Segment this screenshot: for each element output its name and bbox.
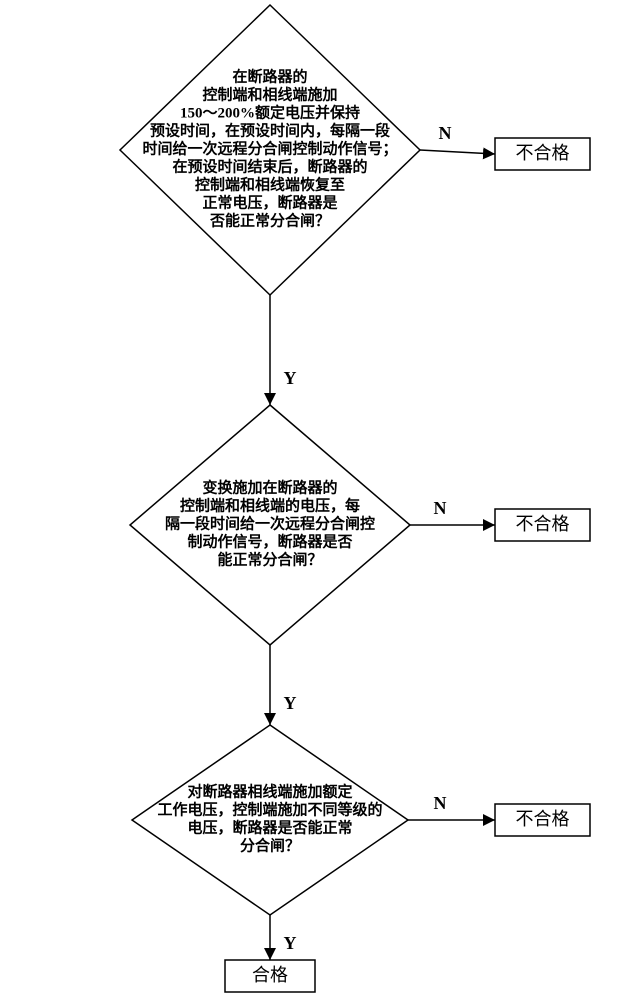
decision-text: 工作电压，控制端施加不同等级的 [157, 800, 382, 818]
decision-text: 电压，断路器是否能正常 [187, 818, 352, 836]
decision-text: 控制端和相线端的电压，每 [180, 496, 360, 514]
result-label: 不合格 [516, 514, 570, 534]
decision-d2: 变换施加在断路器的控制端和相线端的电压，每隔一段时间给一次远程分合闸控制动作信号… [130, 405, 410, 645]
result-r1: 不合格 [495, 138, 590, 170]
decision-text: 隔一段时间给一次远程分合闸控 [165, 514, 375, 532]
decision-text: 制动作信号，断路器是否 [187, 532, 352, 550]
result-r2: 不合格 [495, 509, 590, 541]
edge-e4: Y [270, 645, 297, 725]
decision-text: 控制端和相线端恢复至 [195, 175, 345, 193]
edge-label: Y [284, 693, 297, 713]
result-r3: 不合格 [495, 804, 590, 836]
result-label: 合格 [252, 965, 288, 985]
decision-text: 否能正常分合闸？ [209, 211, 330, 229]
result-r4: 合格 [225, 960, 315, 992]
decision-text: 分合闸？ [240, 836, 300, 854]
edge-label: N [434, 793, 447, 813]
edge-e1: N [420, 123, 495, 154]
result-label: 不合格 [516, 809, 570, 829]
result-label: 不合格 [516, 143, 570, 163]
decision-text: 能正常分合闸？ [217, 550, 322, 568]
edge-e6: Y [270, 915, 297, 960]
decision-text: 时间给一次远程分合闸控制动作信号； [142, 139, 397, 157]
edge-label: N [434, 498, 447, 518]
edge-label: Y [284, 933, 297, 953]
edge-e5: N [408, 793, 495, 820]
decision-text: 在断路器的 [232, 67, 307, 85]
decision-text: 对断路器相线端施加额定 [187, 782, 352, 800]
decision-d1: 在断路器的控制端和相线端施加150～200%额定电压并保持预设时间，在预设时间内… [120, 5, 420, 295]
decision-text: 正常电压，断路器是 [202, 193, 338, 211]
edge-e2: Y [270, 295, 297, 405]
edge-label: N [439, 123, 452, 143]
edge-label: Y [284, 368, 297, 388]
edge-e3: N [410, 498, 495, 525]
decision-text: 在预设时间结束后，断路器的 [172, 157, 367, 175]
decision-text: 150～200%额定电压并保持 [180, 103, 360, 121]
decision-text: 预设时间，在预设时间内，每隔一段 [150, 121, 390, 139]
decision-text: 变换施加在断路器的 [202, 478, 337, 496]
decision-d3: 对断路器相线端施加额定工作电压，控制端施加不同等级的电压，断路器是否能正常分合闸… [132, 725, 408, 915]
decision-text: 控制端和相线端施加 [202, 85, 337, 103]
